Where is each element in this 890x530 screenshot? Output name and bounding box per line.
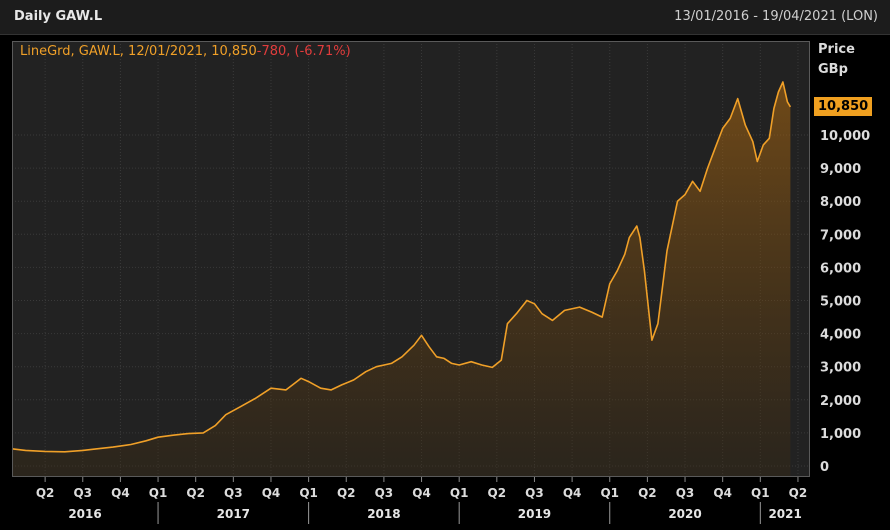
legend-change: -780, (-6.71%) (256, 44, 351, 59)
axis-unit-line2: GBp (818, 62, 848, 77)
x-quarter-label: Q1 (299, 486, 318, 500)
legend-series-label: LineGrd, GAW.L, 12/01/2021, 10,850 (20, 44, 257, 59)
y-tick-label: 5,000 (820, 295, 861, 310)
x-quarter-label: Q2 (36, 486, 55, 500)
y-tick-label: 3,000 (820, 361, 861, 376)
x-quarter-label: Q2 (638, 486, 657, 500)
chart-title: Daily GAW.L (14, 9, 103, 24)
date-range: 13/01/2016 - 19/04/2021 (LON) (674, 9, 878, 24)
title-bar: Daily GAW.L 13/01/2016 - 19/04/2021 (LON… (0, 0, 890, 35)
y-tick-label: 2,000 (820, 394, 861, 409)
x-year-label: 2017 (217, 507, 250, 521)
y-tick-label: 7,000 (820, 228, 861, 243)
y-axis: 0 1,000 2,000 3,000 4,000 5,000 6,000 7,000 8,00… (820, 129, 870, 475)
x-year-label: 2016 (68, 507, 101, 521)
x-quarter-label: Q2 (789, 486, 808, 500)
x-year-label: 2018 (367, 507, 400, 521)
x-year-label: 2019 (518, 507, 551, 521)
x-quarter-label: Q4 (713, 486, 732, 500)
y-tick-label: 4,000 (820, 328, 861, 343)
x-quarter-label: Q2 (337, 486, 356, 500)
price-area (12, 82, 791, 477)
x-quarter-label: Q2 (186, 486, 205, 500)
y-tick-label: 8,000 (820, 195, 861, 210)
x-quarter-label: Q3 (525, 486, 544, 500)
x-quarter-label: Q3 (676, 486, 695, 500)
x-quarter-label: Q1 (751, 486, 770, 500)
x-quarter-label: Q2 (488, 486, 507, 500)
x-quarter-label: Q3 (73, 486, 92, 500)
x-year-label: 2021 (768, 507, 801, 521)
axis-unit-line1: Price (818, 42, 855, 57)
legend: LineGrd, GAW.L, 12/01/2021, 10,850-780, … (20, 44, 351, 59)
x-quarter-label: Q1 (450, 486, 469, 500)
x-quarter-label: Q4 (111, 486, 130, 500)
x-quarter-label: Q1 (600, 486, 619, 500)
axis-unit: Price GBp (818, 40, 878, 80)
price-line (11, 81, 792, 453)
y-tick-label: 6,000 (820, 261, 861, 276)
x-quarter-label: Q3 (224, 486, 243, 500)
x-quarter-label: Q1 (149, 486, 168, 500)
y-tick-label: 9,000 (820, 162, 861, 177)
y-tick-label: 0 (820, 460, 829, 475)
x-quarter-label: Q3 (375, 486, 394, 500)
last-price-tag: 10,850 (814, 97, 872, 116)
x-axis: Q2 Q3 Q4 Q1 Q2 Q3 Q4 Q1 Q2 Q3 Q4 Q1 Q2 Q3 Q4 Q1 Q2 Q3 Q4 Q1… (36, 477, 807, 524)
y-tick-label: 1,000 (820, 427, 861, 442)
x-quarter-label: Q4 (262, 486, 281, 500)
x-quarter-label: Q4 (563, 486, 582, 500)
y-tick-label: 10,000 (820, 129, 870, 144)
x-year-label: 2020 (668, 507, 701, 521)
x-quarter-label: Q4 (412, 486, 431, 500)
series-layer (11, 81, 792, 477)
